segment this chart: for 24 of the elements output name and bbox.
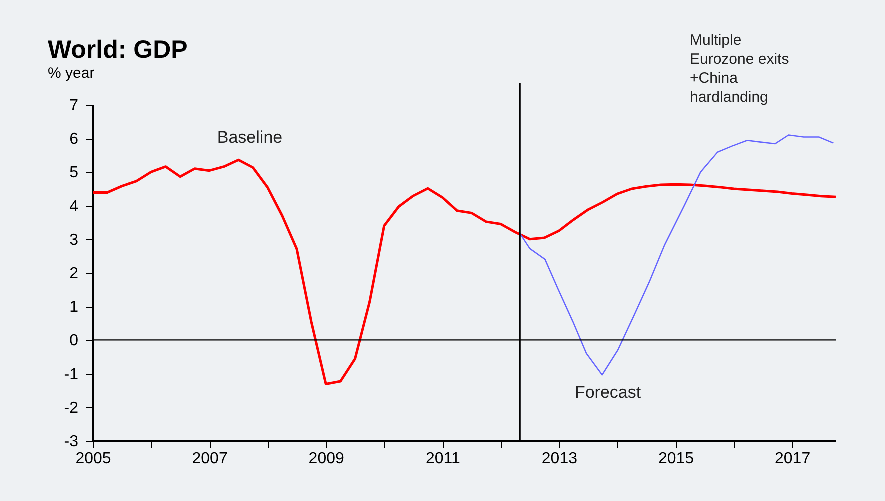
x-tick-label: 2009: [308, 450, 344, 468]
y-tick-label: 3: [70, 232, 79, 249]
y-tick-label: 2: [70, 266, 79, 282]
y-tick-label: 7: [70, 98, 79, 114]
annotation: Multiple Eurozone exits +China hardlanding: [690, 32, 790, 106]
x-tick-label: 2005: [76, 450, 112, 468]
x-tick-label: 2017: [774, 450, 811, 468]
annotation: Baseline: [217, 128, 283, 147]
y-tick-label: 1: [70, 299, 79, 316]
chart-subtitle: % year: [48, 65, 95, 82]
y-tick-label: 6: [70, 131, 79, 148]
y-tick-label: -2: [64, 400, 79, 417]
annotation: Forecast: [574, 383, 642, 402]
y-tick-label: -1: [64, 366, 79, 384]
x-tick-label: 2015: [658, 450, 694, 468]
y-tick-label: 0: [70, 332, 79, 350]
line-series: [520, 134, 834, 376]
x-tick-label: 2007: [192, 450, 228, 468]
chart-title: World: GDP: [48, 36, 188, 64]
x-tick-label: 2013: [542, 450, 578, 468]
y-tick-label: 5: [70, 164, 79, 182]
y-tick-label: 4: [70, 198, 79, 216]
y-tick-label: -3: [64, 434, 79, 450]
x-tick-label: 2011: [426, 450, 460, 468]
